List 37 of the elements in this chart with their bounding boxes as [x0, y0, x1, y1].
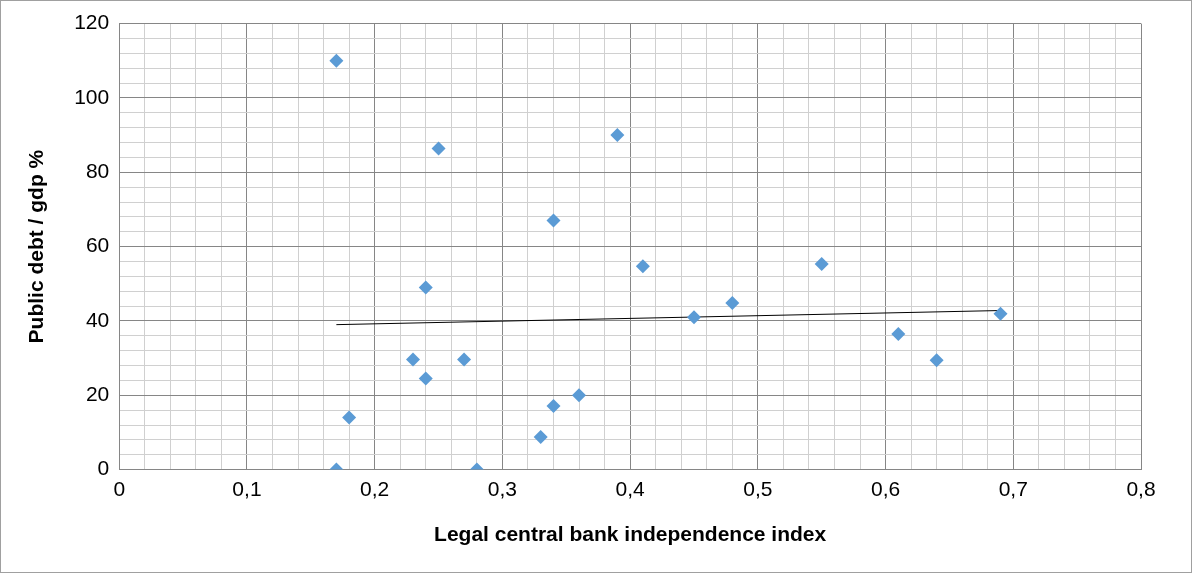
point [533, 429, 548, 444]
y-axis-title: Public debt / gdp % [24, 149, 48, 344]
y-tick-label: 20 [85, 382, 110, 406]
point [342, 410, 357, 425]
point [431, 141, 446, 156]
x-tick-label: 0,6 [870, 477, 901, 500]
point [457, 352, 472, 367]
x-tick-label: 0,1 [232, 477, 262, 500]
y-tick-label: 40 [85, 307, 110, 331]
x-tick-label: 0,3 [487, 477, 517, 500]
point [891, 326, 906, 341]
y-tick-label: 80 [85, 159, 110, 183]
y-tick-label: 0 [97, 456, 110, 480]
point [610, 128, 625, 143]
point [725, 296, 740, 311]
y-tick-label: 120 [74, 10, 110, 34]
point [546, 399, 561, 414]
point [686, 310, 701, 325]
x-tick-label: 0,2 [360, 477, 390, 500]
point [329, 53, 344, 68]
point [814, 257, 829, 272]
point [418, 280, 433, 295]
x-tick-label: 0,7 [998, 477, 1028, 500]
point [635, 259, 650, 274]
point [405, 352, 420, 367]
point [418, 371, 433, 386]
x-tick-label: 0,5 [743, 477, 773, 500]
point [993, 306, 1008, 321]
x-tick-label: 0 [113, 477, 126, 500]
y-tick-label: 60 [85, 233, 110, 257]
point [572, 388, 587, 403]
x-tick-label: 0,4 [615, 477, 646, 500]
point [546, 213, 561, 228]
y-tick-label: 100 [74, 84, 110, 108]
point [929, 353, 944, 368]
x-tick-label: 0,8 [1126, 477, 1156, 500]
x-axis-title: Legal central bank independence index [434, 522, 827, 546]
